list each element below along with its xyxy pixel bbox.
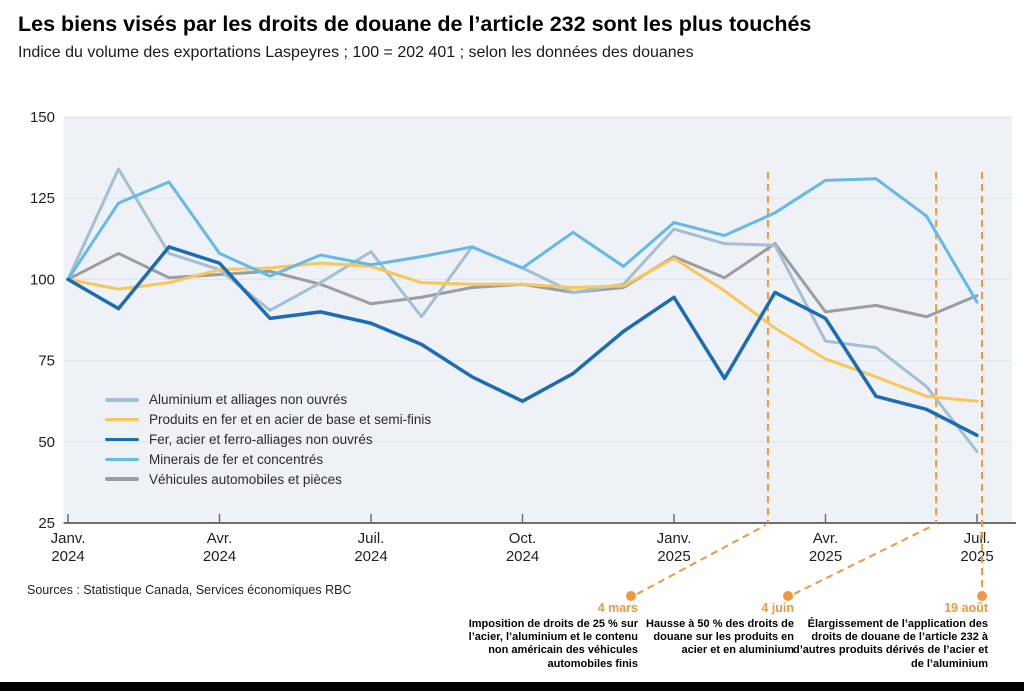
y-tick-label: 100: [30, 271, 55, 288]
x-tick-label: Oct. 2024: [506, 530, 539, 565]
x-tick-label: Avr. 2024: [203, 530, 236, 565]
source-note: Sources : Statistique Canada, Services é…: [27, 583, 352, 597]
legend-swatch: [105, 417, 139, 422]
y-tick-label: 75: [38, 353, 55, 370]
legend-label: Produits en fer et en acier de base et s…: [149, 412, 432, 428]
page-title: Les biens visés par les droits de douane…: [18, 12, 812, 36]
annotation-4-juin: 4 juin Hausse à 50 % des droits de douan…: [629, 601, 794, 658]
annotation-date: 4 mars: [597, 601, 638, 615]
legend-swatch: [105, 477, 139, 481]
annotation-19-aout: 19 août Élargissement de l’application d…: [793, 601, 988, 671]
x-tick-label: Juil. 2025: [960, 530, 993, 565]
y-tick-label: 150: [30, 109, 55, 126]
y-tick-label: 25: [38, 515, 55, 532]
event-dot-2: [783, 591, 793, 601]
event-dot-1: [626, 591, 636, 601]
y-tick-label: 50: [38, 434, 55, 451]
legend-item-5: Véhicules automobiles et pièces: [105, 469, 431, 489]
annotation-date: 19 août: [944, 601, 988, 615]
annotation-date: 4 juin: [761, 601, 794, 615]
plot-area: [63, 117, 1012, 523]
event-connector-2: [793, 524, 935, 595]
annotation-text: Hausse à 50 % des droits de douane sur l…: [646, 618, 794, 657]
x-tick-label: Avr. 2025: [809, 530, 842, 565]
legend-swatch: [105, 457, 139, 462]
legend-item-3: Fer, acier et ferro-alliages non ouvrés: [105, 430, 431, 450]
chart-legend: Aluminium et alliages non ouvrés Produits…: [105, 390, 431, 489]
x-tick-label: Juil. 2024: [354, 530, 387, 565]
x-tick-label: Janv. 2025: [657, 530, 692, 565]
series-line-3: [66, 245, 979, 438]
series-line-2: [66, 256, 979, 403]
annotation-text: Élargissement de l’application des droit…: [793, 618, 989, 670]
legend-label: Minerais de fer et concentrés: [149, 451, 324, 467]
legend-label: Aluminium et alliages non ouvrés: [149, 392, 348, 408]
legend-item-1: Aluminium et alliages non ouvrés: [105, 390, 431, 410]
legend-swatch: [105, 398, 139, 402]
annotation-4-mars: 4 mars Imposition de droits de 25 % sur …: [468, 601, 638, 671]
y-tick-label: 125: [30, 190, 55, 207]
footer-bar: [0, 682, 1024, 691]
legend-swatch: [105, 437, 139, 442]
series-line-4: [66, 177, 979, 304]
x-tick-label: Janv. 2024: [51, 530, 86, 565]
chart-subtitle: Indice du volume des exportations Laspey…: [18, 44, 694, 61]
legend-label: Fer, acier et ferro-alliages non ouvrés: [149, 431, 373, 447]
legend-label: Véhicules automobiles et pièces: [149, 471, 342, 487]
event-dot-3: [977, 591, 987, 601]
legend-item-2: Produits en fer et en acier de base et s…: [105, 410, 431, 430]
legend-item-4: Minerais de fer et concentrés: [105, 449, 431, 469]
event-connector-1: [636, 524, 767, 595]
annotation-text: Imposition de droits de 25 % sur l’acier…: [468, 618, 638, 670]
